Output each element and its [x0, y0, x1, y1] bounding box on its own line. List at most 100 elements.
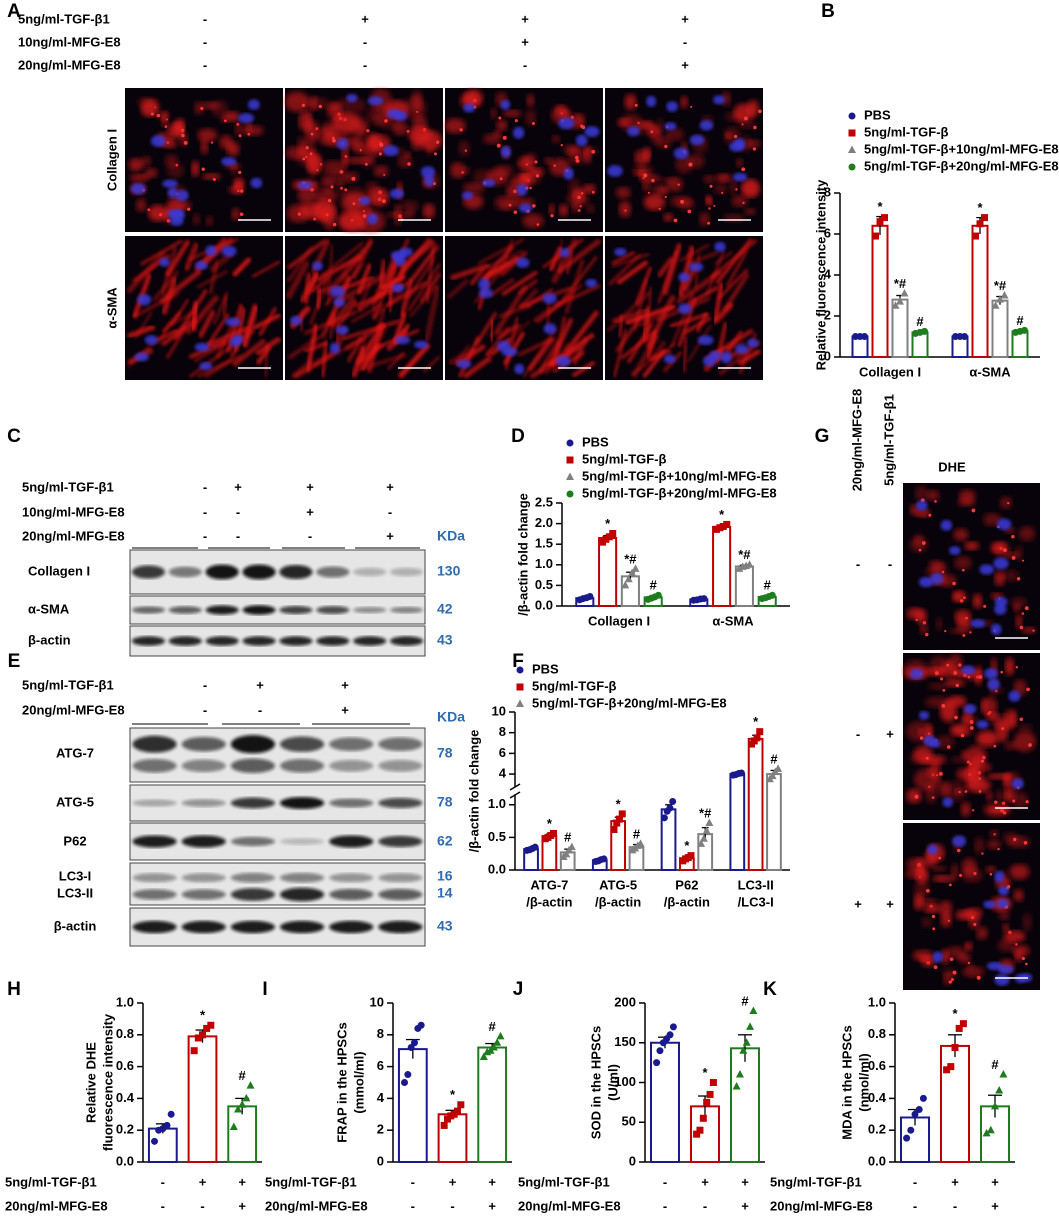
micrograph-fiber: [158, 268, 203, 305]
panel-label: D: [511, 426, 525, 447]
micrograph-punctum: [581, 125, 586, 130]
micrograph-fiber: [488, 278, 515, 298]
legend-label: 5ng/ml-TGF-β+20ng/ml-MFG-E8: [864, 158, 1059, 173]
significance: #: [489, 1019, 497, 1034]
data-point: [735, 1070, 744, 1078]
micrograph-punctum: [577, 195, 581, 200]
legend-label: 5ng/ml-TGF-β+10ng/ml-MFG-E8: [864, 141, 1059, 156]
micrograph-fiber: [286, 245, 314, 283]
treatment-sign: -: [411, 1174, 415, 1189]
data-point: [723, 520, 731, 528]
micrograph-nucleus: [987, 678, 1000, 691]
micrograph-punctum: [965, 616, 968, 620]
treatment-sign: -: [888, 556, 892, 571]
y-tick-label: 2.5: [535, 494, 553, 509]
micrograph-punctum: [1019, 717, 1024, 722]
legend-label: PBS: [864, 107, 891, 122]
micrograph-punctum: [934, 500, 937, 503]
micrograph-nucleus: [514, 363, 525, 375]
y-tick-label: 0.0: [868, 1153, 886, 1168]
micrograph-punctum: [382, 199, 386, 204]
x-tick-label: α-SMA: [712, 613, 754, 628]
micrograph-fiber: [547, 317, 574, 367]
micrograph-fiber: [537, 339, 561, 374]
micrograph-signal: [950, 863, 959, 881]
blot-band: [279, 636, 313, 646]
data-point: [660, 814, 668, 822]
treatment-sign: -: [703, 1198, 707, 1213]
data-point: [1021, 326, 1028, 334]
micrograph-punctum: [677, 183, 680, 186]
bar: [991, 299, 1009, 358]
significance: #: [770, 751, 778, 766]
micrograph-punctum: [1025, 800, 1029, 804]
micrograph-signal: [980, 698, 988, 715]
data-point: [907, 1126, 915, 1134]
y-tick-label: 0.4: [116, 1090, 135, 1105]
micrograph-punctum: [464, 149, 468, 152]
y-tick-label: 1.0: [868, 994, 886, 1009]
significance: *: [616, 796, 622, 811]
micrograph-fiber: [620, 328, 658, 360]
panel-label: G: [815, 426, 830, 447]
micrograph-punctum: [359, 149, 362, 152]
blot-band: [279, 605, 313, 615]
bar: [734, 565, 754, 607]
micrograph-fiber: [661, 243, 683, 296]
micrograph-nucleus: [170, 209, 186, 221]
micrograph-signal: [680, 95, 688, 109]
treatment-sign: -: [200, 1198, 204, 1213]
micrograph-nucleus: [194, 342, 210, 352]
micrograph-punctum: [949, 957, 954, 961]
micrograph-punctum: [962, 568, 965, 572]
data-point: [656, 1047, 664, 1055]
legend-marker: [516, 699, 524, 707]
micrograph-signal: [1004, 783, 1012, 804]
micrograph-signal: [954, 556, 972, 570]
blot-band: [181, 799, 226, 807]
micrograph-signal: [974, 837, 985, 854]
x-tick-label: ATG-5: [599, 877, 637, 892]
micrograph-signal: [746, 99, 760, 118]
treatment-sign: -: [203, 702, 207, 717]
micrograph-nucleus: [927, 844, 938, 855]
bar: [871, 224, 889, 358]
micrograph-nucleus: [463, 103, 476, 113]
blot-band: [329, 888, 374, 901]
data-point: [735, 564, 744, 572]
micrograph-fiber: [132, 291, 180, 319]
micrograph-nucleus: [961, 665, 976, 675]
micrograph-fiber: [320, 339, 329, 378]
treatment-sign: +: [681, 11, 689, 26]
micrograph-signal: [656, 117, 664, 135]
blot-band: [329, 873, 374, 883]
micrograph-punctum: [946, 745, 951, 749]
micrograph-nucleus: [333, 297, 346, 308]
treatment-label: 5ng/ml-TGF-β1: [18, 11, 110, 26]
micrograph-nucleus: [367, 96, 384, 106]
micrograph-punctum: [340, 186, 343, 190]
micrograph-nucleus: [996, 518, 1012, 531]
significance: *#: [738, 547, 751, 562]
treatment-sign: +: [886, 896, 894, 911]
y-tick-label: 0.0: [488, 861, 506, 876]
micrograph-fiber: [474, 311, 498, 347]
data-point: [737, 769, 745, 777]
micrograph-signal: [1013, 889, 1024, 902]
micrograph-punctum: [940, 677, 944, 681]
micrograph-signal: [1011, 792, 1029, 809]
data-point: [600, 855, 608, 863]
treatment-label: 20ng/ml-MFG-E8: [518, 1198, 621, 1213]
blot-band: [378, 797, 423, 809]
micrograph-signal: [920, 898, 938, 906]
micrograph-punctum: [978, 790, 982, 793]
micrograph-signal: [962, 867, 983, 883]
micrograph-signal: [304, 119, 320, 142]
micrograph-punctum: [643, 173, 648, 178]
micrograph-punctum: [305, 146, 309, 150]
panel-label: J: [513, 979, 524, 1000]
blot-band: [242, 636, 276, 646]
micrograph-signal: [998, 911, 1010, 920]
micrograph-nucleus: [986, 961, 1003, 971]
micrograph-signal: [744, 208, 756, 216]
